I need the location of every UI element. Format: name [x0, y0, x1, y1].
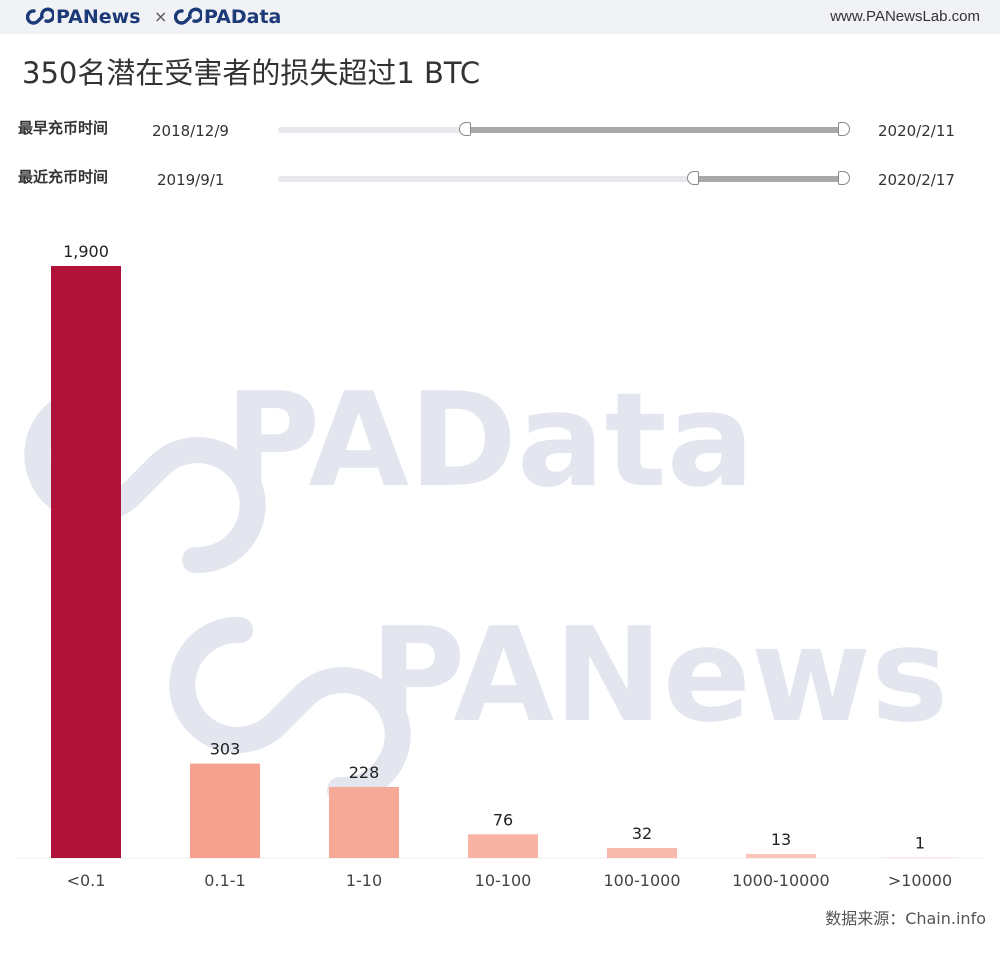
- padata-logo: PAData: [174, 4, 281, 30]
- range-slider-start-handle[interactable]: [687, 171, 699, 185]
- bar-value-label: 1: [915, 834, 925, 853]
- brand-separator: ×: [154, 7, 168, 26]
- panews-watermark: PANews: [169, 599, 948, 804]
- filter-end-date: 2020/2/17: [878, 171, 955, 189]
- watermark: PAData PANews: [24, 364, 948, 804]
- filter-start-date: 2018/12/9: [152, 122, 229, 140]
- padata-logo-text: PAData: [204, 6, 282, 28]
- x-tick-label: <0.1: [67, 871, 106, 890]
- range-slider-fill: [465, 127, 842, 133]
- x-tick-label: 100-1000: [603, 871, 680, 890]
- bar-6[interactable]: [885, 857, 955, 859]
- range-slider-track[interactable]: [278, 171, 850, 185]
- site-url: www.PANewsLab.com: [830, 8, 980, 25]
- filter-end-date: 2020/2/11: [878, 122, 955, 140]
- range-slider-track[interactable]: [278, 122, 850, 136]
- range-slider-end-handle[interactable]: [838, 122, 850, 136]
- chart-title: 350名潜在受害者的损失超过1 BTC: [22, 56, 481, 90]
- padata-logo-icon: [174, 7, 202, 25]
- bar-4[interactable]: [607, 848, 677, 858]
- bar-value-label: 228: [349, 763, 380, 782]
- filter-label: 最近充币时间: [18, 168, 109, 186]
- x-tick-label: 10-100: [475, 871, 532, 890]
- bar-chart: PAData PANews 1,900 <0.1 303 0.1-1 228 1-10 76…: [15, 242, 985, 890]
- range-slider-fill: [693, 176, 842, 182]
- x-tick-label: >10000: [888, 871, 952, 890]
- data-source: 数据来源：Chain.info: [825, 909, 986, 928]
- padata-watermark-text: PAData: [225, 364, 754, 516]
- bar-value-label: 303: [210, 740, 241, 759]
- bar-5[interactable]: [746, 853, 816, 858]
- range-slider-end-handle[interactable]: [838, 171, 850, 185]
- panews-watermark-text: PANews: [370, 599, 948, 751]
- bar-value-label: 76: [493, 810, 513, 829]
- x-tick-label: 1000-10000: [732, 871, 829, 890]
- bar-0[interactable]: [51, 266, 121, 858]
- header-bar: PANews × PAData www.PANewsLab.com: [0, 0, 1000, 34]
- panews-logo: PANews: [26, 4, 141, 30]
- bar-value-label: 13: [771, 830, 791, 849]
- filter-start-date: 2019/9/1: [157, 171, 225, 189]
- bar-value-label: 32: [632, 824, 652, 843]
- bars-group: 1,900 <0.1 303 0.1-1 228 1-10 76 10-100 32 100-10…: [51, 242, 955, 890]
- x-tick-label: 1-10: [346, 871, 382, 890]
- range-slider-start-handle[interactable]: [459, 122, 471, 136]
- filter-label: 最早充币时间: [18, 119, 109, 137]
- bar-value-label: 1,900: [63, 242, 109, 261]
- bar-3[interactable]: [468, 834, 538, 858]
- bar-2[interactable]: [329, 786, 399, 858]
- x-tick-label: 0.1-1: [204, 871, 245, 890]
- bar-1[interactable]: [190, 763, 260, 858]
- padata-watermark: PAData: [24, 364, 754, 574]
- panews-logo-icon: [26, 7, 54, 25]
- panews-logo-text: PANews: [56, 6, 141, 28]
